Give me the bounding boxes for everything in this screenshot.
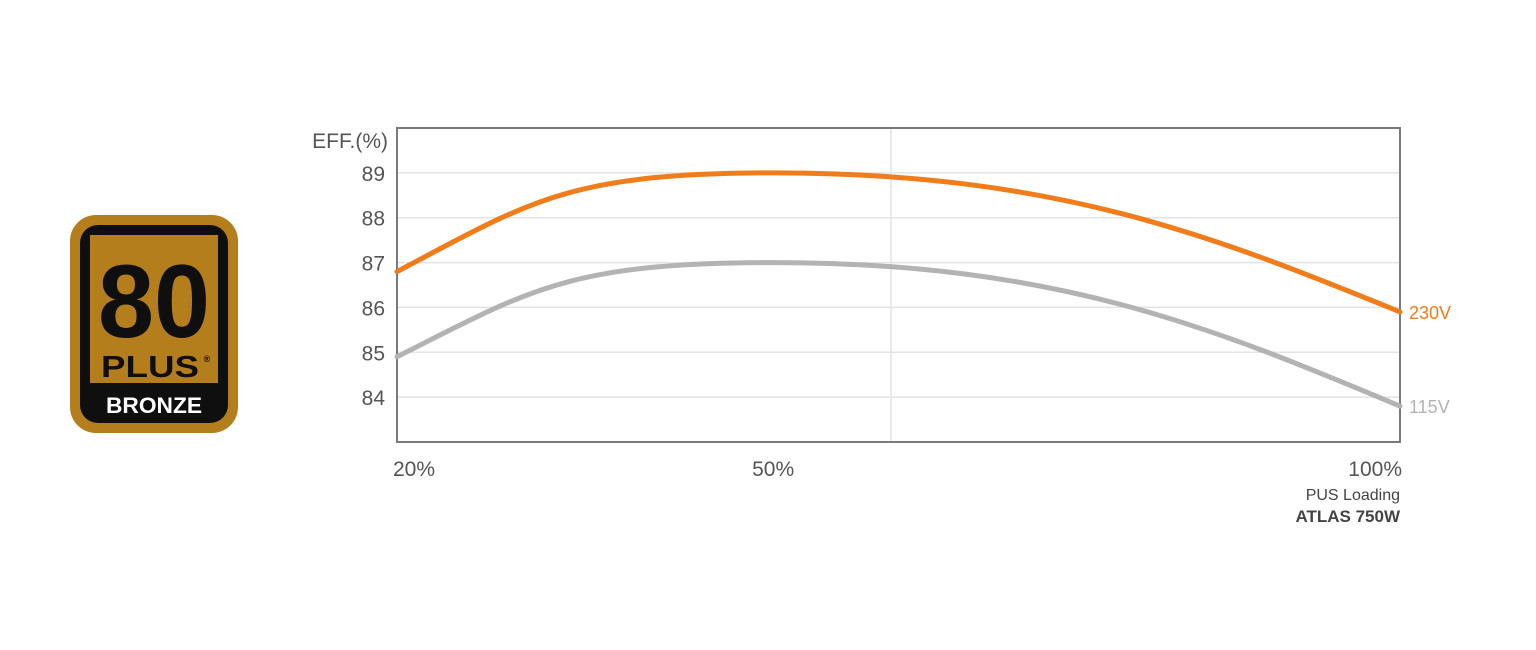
y-axis-ticks: 84 85 86 87 88 89 xyxy=(362,163,386,410)
series-line xyxy=(394,260,1403,409)
badge-gold-panel xyxy=(90,235,218,383)
x-tick-label: 20% xyxy=(393,458,435,481)
model-label: ATLAS 750W xyxy=(1295,507,1400,526)
badge-plus-word: PLUS xyxy=(101,349,199,384)
plot-frame xyxy=(396,127,1401,443)
x-axis-label: PUS Loading xyxy=(1306,487,1400,504)
y-tick-label: 88 xyxy=(362,208,385,231)
y-tick-label: 85 xyxy=(362,342,385,365)
y-axis-label: EFF.(%) xyxy=(312,130,388,153)
badge-tier: BRONZE xyxy=(106,393,202,418)
x-tick-label: 100% xyxy=(1348,458,1402,481)
y-tick-label: 86 xyxy=(362,297,385,320)
series-label: 230V xyxy=(1409,303,1451,323)
x-tick-label: 50% xyxy=(752,458,794,481)
series-line xyxy=(394,170,1403,315)
80-plus-bronze-badge: 80 PLUS ® BRONZE xyxy=(70,215,238,433)
badge-number: 80 xyxy=(98,244,210,360)
y-tick-label: 87 xyxy=(362,253,385,276)
series-labels: 230V 115V xyxy=(1409,303,1451,417)
y-tick-label: 89 xyxy=(362,163,385,186)
y-tick-label: 84 xyxy=(362,387,386,410)
x-axis-ticks: 20% 50% 100% xyxy=(393,458,1402,481)
series-label: 115V xyxy=(1409,397,1450,417)
series-lines xyxy=(394,170,1403,409)
badge-registered-mark: ® xyxy=(204,354,211,364)
grid-lines xyxy=(397,172,1400,398)
